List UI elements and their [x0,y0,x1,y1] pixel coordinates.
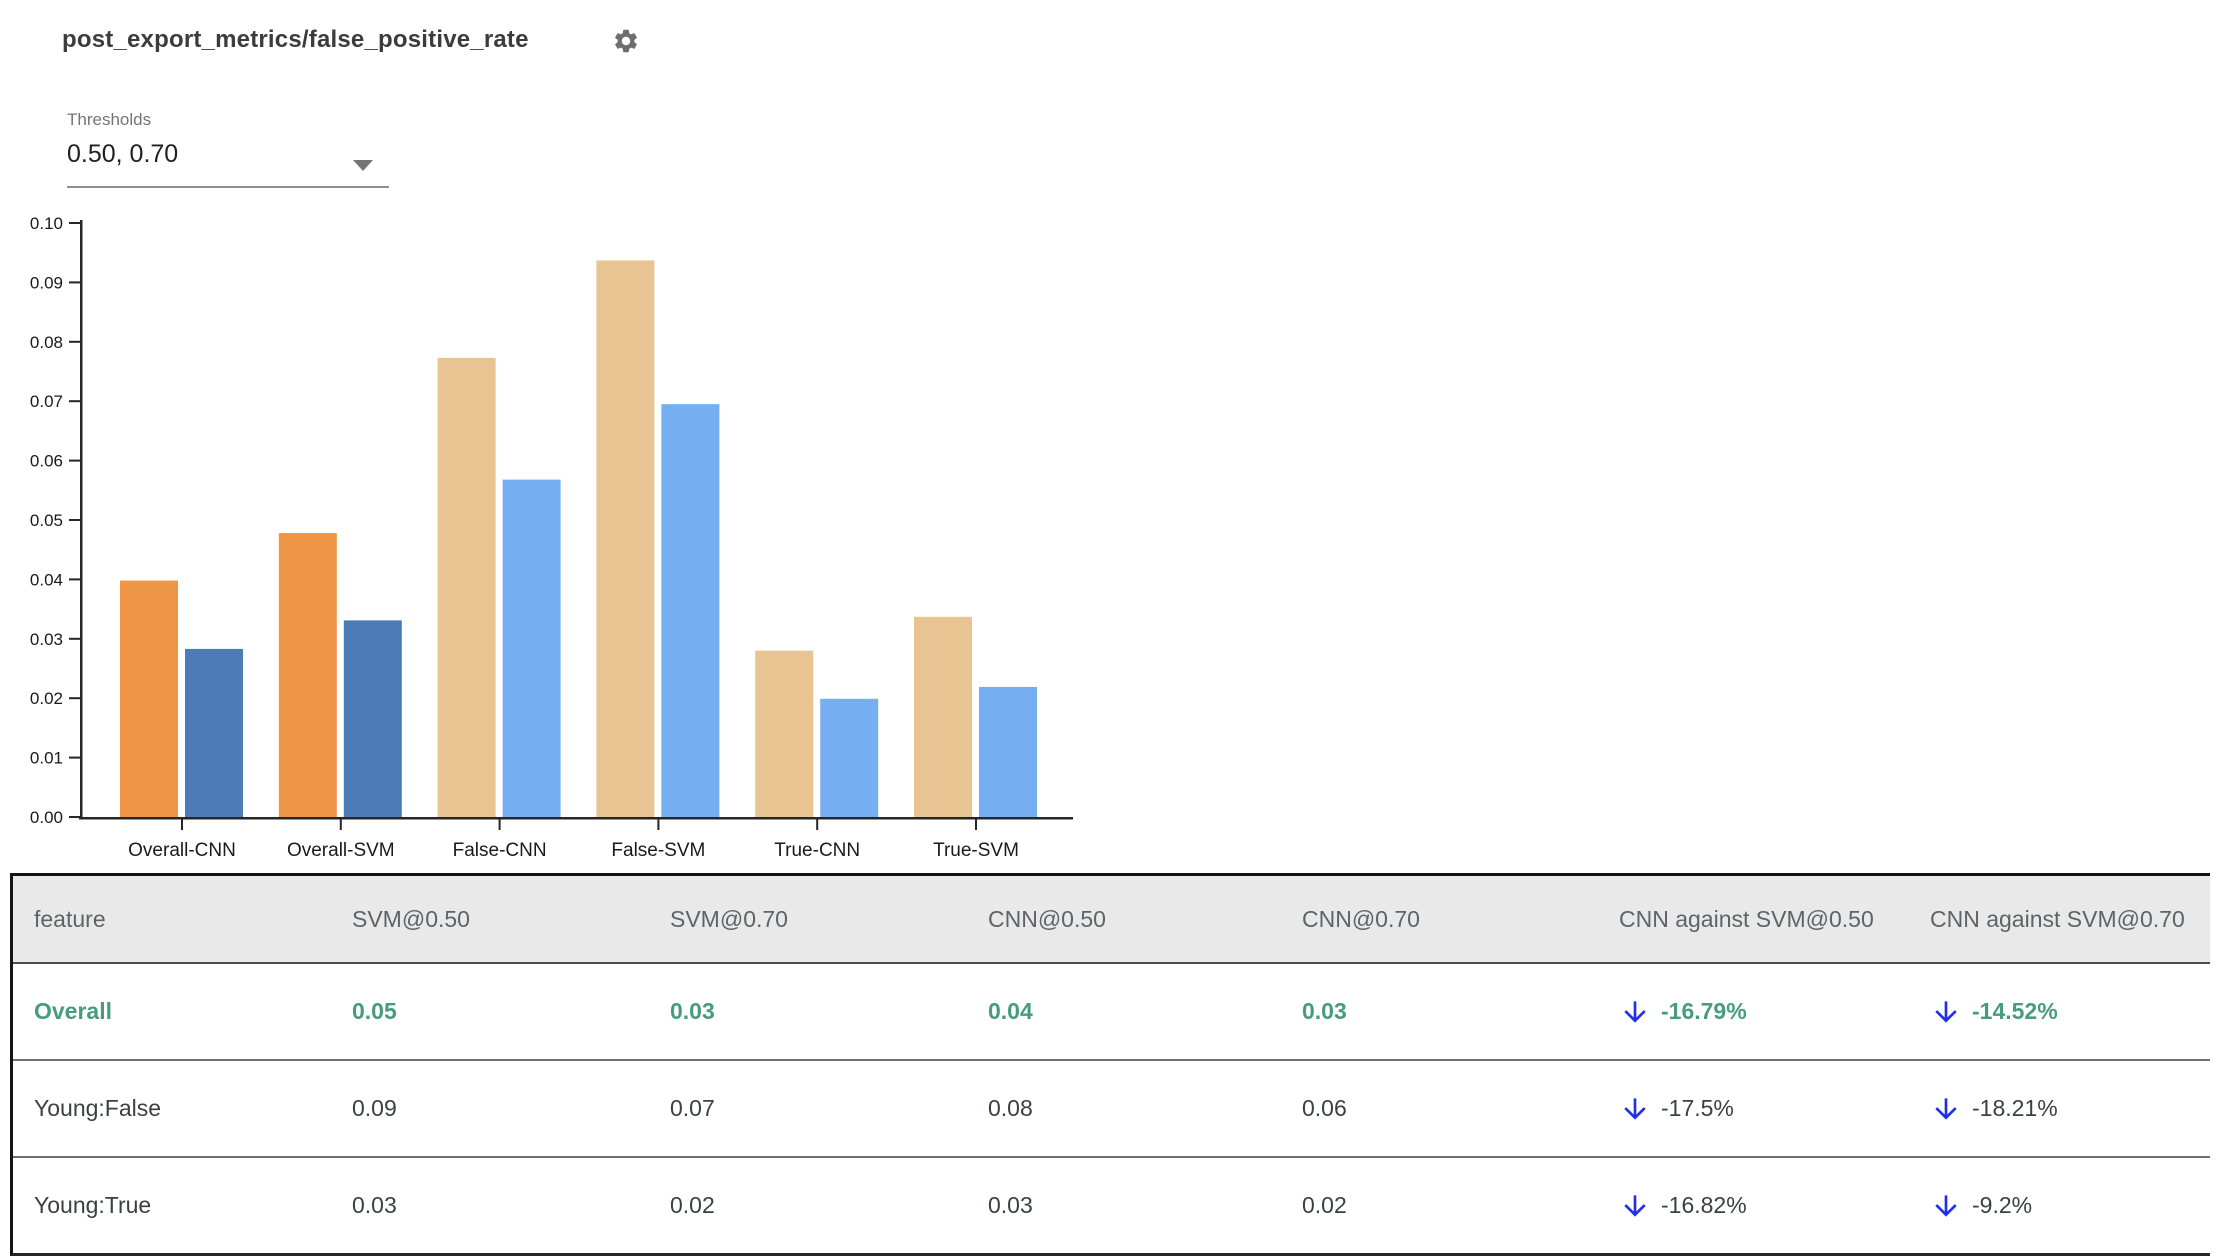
bar-False-SVM-threshold-0.70[interactable] [661,404,720,817]
arrow-down-icon [1624,1097,1646,1120]
bar-True-CNN-threshold-0.70[interactable] [820,698,879,817]
y-axis-tick-label: 0.00 [30,808,63,827]
bar-True-SVM-threshold-0.70[interactable] [979,686,1037,817]
metric-value-cell: 0.08 [988,1095,1033,1121]
metric-value-cell: 0.03 [988,1192,1033,1218]
settings-gear-icon[interactable] [612,27,640,55]
comparison-cell: -14.52% [1930,996,2210,1028]
x-axis-category-label: False-SVM [611,840,705,861]
bar-False-SVM-threshold-0.50[interactable] [596,260,655,817]
thresholds-dropdown[interactable]: Thresholds 0.50, 0.70 [67,110,391,188]
arrow-down-icon [1624,1000,1646,1023]
y-axis-tick-label: 0.07 [30,392,63,411]
comparison-percent: -18.21% [1972,1095,2058,1121]
x-axis-category-label: False-CNN [453,840,547,861]
comparison-percent: -16.79% [1661,998,1747,1024]
comparison-cell: -16.79% [1619,996,1930,1028]
feature-cell: Overall [34,998,112,1024]
gear-icon [615,29,637,53]
metric-value-cell: 0.07 [670,1095,715,1121]
column-header-svm-0-50: SVM@0.50 [352,905,470,932]
bar-Overall-CNN-threshold-0.70[interactable] [185,648,243,817]
thresholds-value: 0.50, 0.70 [67,140,179,168]
bar-True-CNN-threshold-0.50[interactable] [755,650,814,817]
column-header-cnn-0-50: CNN@0.50 [988,905,1106,932]
comparison-cell: -9.2% [1930,1190,2210,1222]
bar-Overall-SVM-threshold-0.50[interactable] [278,533,337,817]
metric-value-cell: 0.04 [988,998,1033,1024]
y-axis-tick-label: 0.04 [30,570,63,589]
metric-value-cell: 0.09 [352,1095,397,1121]
metrics-table: feature SVM@0.50 SVM@0.70 CNN@0.50 CNN@0.70 C… [10,873,2210,1256]
table-row-young-true: Young:True 0.03 0.02 0.03 0.02 -16.82% -9.2% [13,1158,2210,1253]
comparison-percent: -17.5% [1661,1095,1734,1121]
bar-False-CNN-threshold-0.50[interactable] [437,357,496,817]
page-title: post_export_metrics/false_positive_rate [62,26,529,53]
metric-value-cell: 0.03 [352,1192,397,1218]
x-axis-category-label: True-CNN [774,840,860,861]
y-axis-tick-label: 0.06 [30,452,63,471]
table-row-overall: Overall 0.05 0.03 0.04 0.03 -16.79% -14.52% [13,964,2210,1061]
feature-cell: Young:False [34,1095,162,1121]
arrow-down-icon [1935,1097,1957,1120]
arrow-down-icon [1624,1194,1646,1217]
column-header-cnn-against-svm-0-70: CNN against SVM@0.70 [1930,905,2185,932]
metric-value-cell: 0.03 [670,998,715,1024]
comparison-cell: -18.21% [1930,1093,2210,1125]
comparison-percent: -9.2% [1972,1192,2033,1218]
column-header-feature: feature [34,905,106,932]
comparison-cell: -16.82% [1619,1190,1930,1222]
chevron-down-icon [353,160,373,171]
metric-value-cell: 0.02 [670,1192,715,1218]
thresholds-label: Thresholds [67,110,152,129]
bar-Overall-CNN-threshold-0.50[interactable] [120,580,178,817]
dropdown-underline [67,186,389,188]
bar-False-CNN-threshold-0.70[interactable] [502,479,561,817]
column-header-cnn-0-70: CNN@0.70 [1302,905,1420,932]
x-axis-category-label: Overall-CNN [128,840,236,861]
y-axis-tick-label: 0.01 [30,749,63,768]
column-header-cnn-against-svm-0-50: CNN against SVM@0.50 [1619,905,1874,932]
y-axis-tick-label: 0.09 [30,273,63,292]
metric-value-cell: 0.06 [1302,1095,1347,1121]
y-axis-tick-label: 0.10 [30,214,63,233]
bar-True-SVM-threshold-0.50[interactable] [914,616,972,817]
y-axis-tick-label: 0.03 [30,630,63,649]
arrow-down-icon [1935,1000,1957,1023]
arrow-down-icon [1935,1194,1957,1217]
bar-Overall-SVM-threshold-0.70[interactable] [343,620,402,817]
metric-value-cell: 0.02 [1302,1192,1347,1218]
x-axis-category-label: Overall-SVM [287,840,395,861]
comparison-percent: -16.82% [1661,1192,1747,1218]
table-header-row: feature SVM@0.50 SVM@0.70 CNN@0.50 CNN@0.70 C… [13,876,2210,964]
y-axis-tick-label: 0.05 [30,511,63,530]
comparison-percent: -14.52% [1972,998,2058,1024]
y-axis-tick-label: 0.02 [30,689,63,708]
comparison-cell: -17.5% [1619,1093,1930,1125]
feature-cell: Young:True [34,1192,152,1218]
column-header-svm-0-70: SVM@0.70 [670,905,788,932]
y-axis-tick-label: 0.08 [30,333,63,352]
x-axis-category-label: True-SVM [933,840,1019,861]
table-row-young-false: Young:False 0.09 0.07 0.08 0.06 -17.5% -18.21% [13,1061,2210,1158]
metric-value-cell: 0.05 [352,998,397,1024]
false-positive-rate-bar-chart: 0.00 0.01 0.02 0.03 0.04 0.05 0.06 0.07 0.08 0.09… [30,214,1073,861]
metric-value-cell: 0.03 [1302,998,1347,1024]
